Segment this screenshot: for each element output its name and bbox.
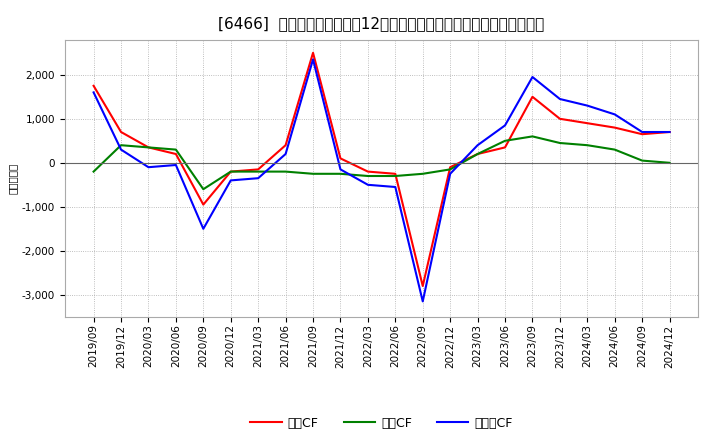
営業CF — [528, 94, 537, 99]
営業CF — [446, 165, 454, 170]
投資CF — [171, 147, 180, 152]
フリーCF — [638, 129, 647, 135]
営業CF — [89, 83, 98, 88]
投資CF — [309, 171, 318, 176]
フリーCF — [583, 103, 592, 108]
営業CF — [500, 145, 509, 150]
営業CF — [418, 283, 427, 289]
フリーCF — [309, 57, 318, 62]
フリーCF — [144, 165, 153, 170]
投資CF — [254, 169, 263, 174]
フリーCF — [364, 182, 372, 187]
営業CF — [611, 125, 619, 130]
営業CF — [144, 145, 153, 150]
Y-axis label: （百万円）: （百万円） — [8, 162, 18, 194]
営業CF — [254, 167, 263, 172]
投資CF — [364, 173, 372, 179]
フリーCF — [556, 96, 564, 102]
投資CF — [500, 138, 509, 143]
Line: 営業CF: 営業CF — [94, 53, 670, 286]
フリーCF — [528, 74, 537, 80]
フリーCF — [171, 162, 180, 168]
フリーCF — [665, 129, 674, 135]
投資CF — [199, 187, 207, 192]
営業CF — [391, 171, 400, 176]
フリーCF — [282, 151, 290, 157]
投資CF — [611, 147, 619, 152]
営業CF — [665, 129, 674, 135]
フリーCF — [226, 178, 235, 183]
投資CF — [391, 173, 400, 179]
投資CF — [226, 169, 235, 174]
投資CF — [89, 169, 98, 174]
フリーCF — [89, 90, 98, 95]
Title: [6466]  キャッシュフローの12か月移動合計の対前年同期増減額の推移: [6466] キャッシュフローの12か月移動合計の対前年同期増減額の推移 — [218, 16, 545, 32]
フリーCF — [473, 143, 482, 148]
Line: フリーCF: フリーCF — [94, 59, 670, 301]
フリーCF — [391, 184, 400, 190]
投資CF — [583, 143, 592, 148]
投資CF — [418, 171, 427, 176]
Legend: 営業CF, 投資CF, フリーCF: 営業CF, 投資CF, フリーCF — [246, 412, 518, 435]
フリーCF — [117, 147, 125, 152]
投資CF — [336, 171, 345, 176]
フリーCF — [336, 167, 345, 172]
営業CF — [226, 169, 235, 174]
投資CF — [144, 145, 153, 150]
Line: 投資CF: 投資CF — [94, 136, 670, 189]
営業CF — [309, 50, 318, 55]
投資CF — [282, 169, 290, 174]
投資CF — [638, 158, 647, 163]
投資CF — [528, 134, 537, 139]
投資CF — [473, 151, 482, 157]
フリーCF — [418, 299, 427, 304]
営業CF — [364, 169, 372, 174]
営業CF — [556, 116, 564, 121]
営業CF — [638, 132, 647, 137]
営業CF — [336, 156, 345, 161]
営業CF — [282, 143, 290, 148]
フリーCF — [254, 176, 263, 181]
営業CF — [473, 151, 482, 157]
フリーCF — [199, 226, 207, 231]
営業CF — [117, 129, 125, 135]
営業CF — [199, 202, 207, 207]
フリーCF — [500, 123, 509, 128]
投資CF — [556, 140, 564, 146]
投資CF — [117, 143, 125, 148]
投資CF — [446, 167, 454, 172]
フリーCF — [446, 171, 454, 176]
営業CF — [583, 121, 592, 126]
フリーCF — [611, 112, 619, 117]
営業CF — [171, 151, 180, 157]
投資CF — [665, 160, 674, 165]
